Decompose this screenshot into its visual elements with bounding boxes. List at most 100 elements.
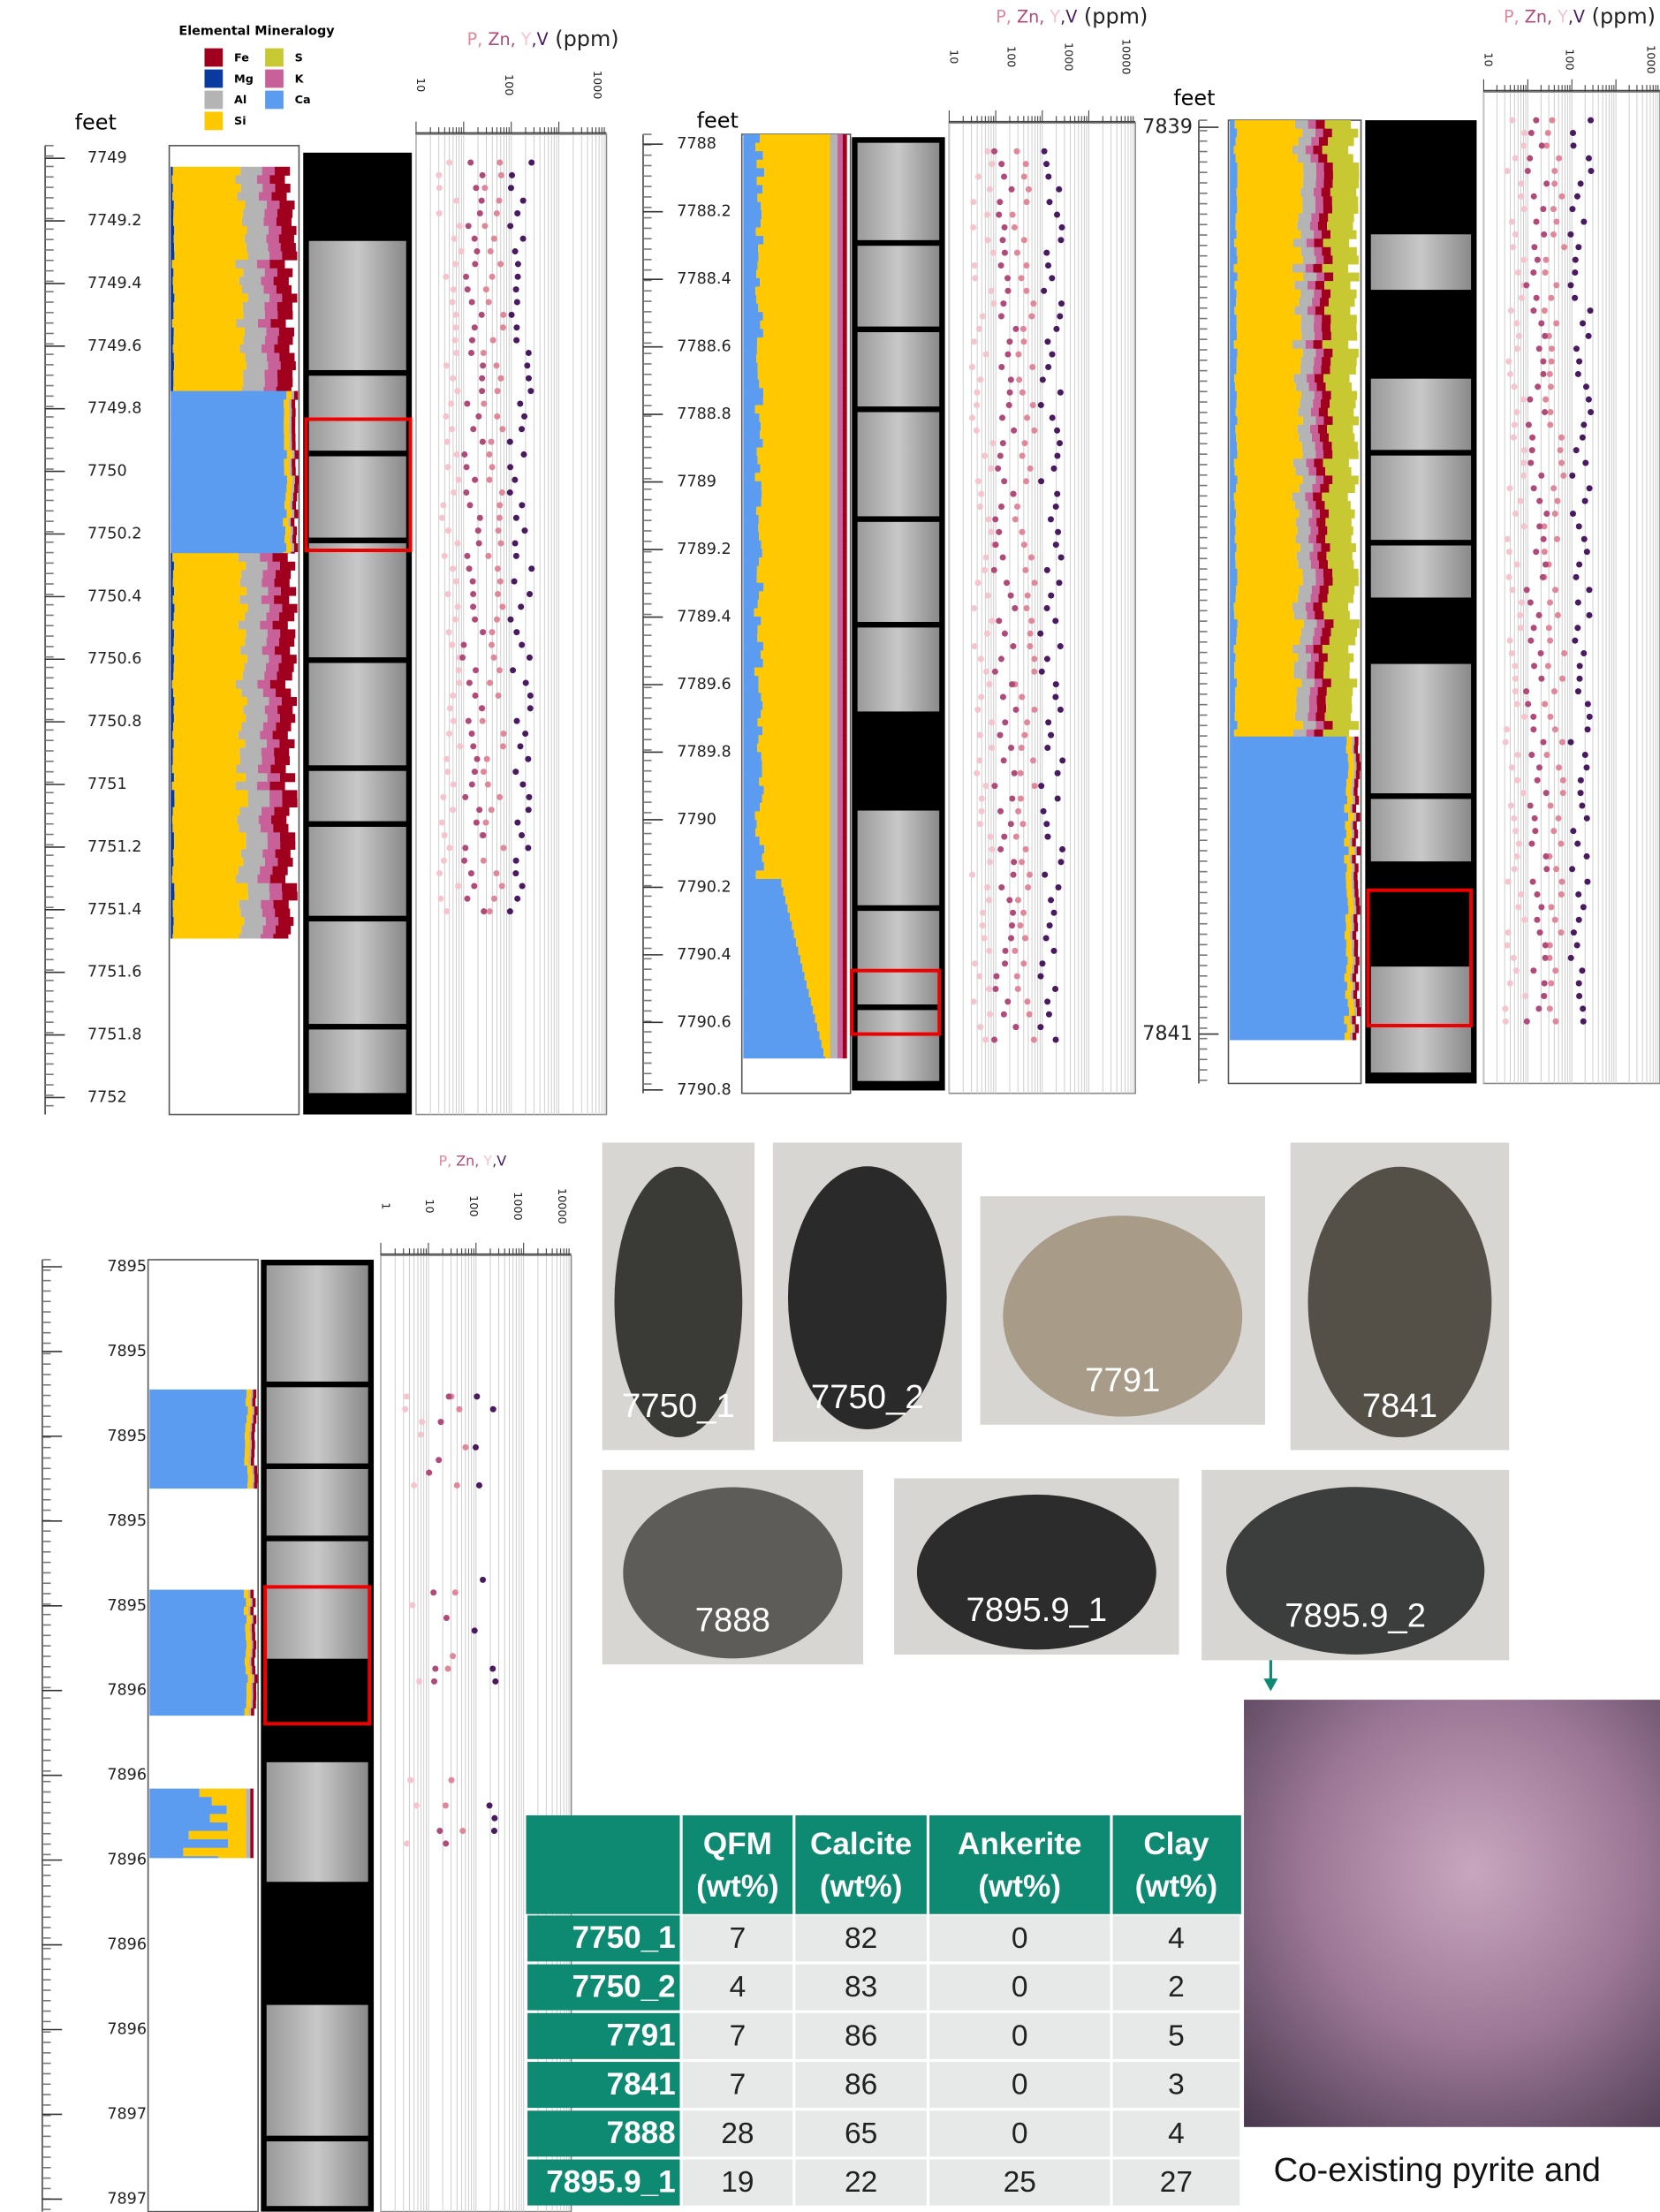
mineral-band xyxy=(760,430,830,439)
point xyxy=(436,210,443,216)
mineral-band xyxy=(784,888,830,897)
point xyxy=(1561,244,1567,250)
mineral-band xyxy=(762,541,830,549)
mineral-band xyxy=(843,1040,847,1049)
point xyxy=(1056,186,1062,193)
mineral-band xyxy=(743,473,754,481)
mineral-band xyxy=(268,841,280,850)
mineral-band xyxy=(830,853,838,862)
mineral-band xyxy=(1230,1033,1345,1040)
point xyxy=(1551,180,1558,186)
mineral-band xyxy=(149,1848,183,1857)
mineral-band xyxy=(802,964,830,973)
point xyxy=(1555,612,1561,618)
point xyxy=(474,820,480,826)
point xyxy=(1570,511,1576,517)
mineral-band xyxy=(1230,188,1237,197)
mineral-band xyxy=(1315,205,1323,214)
mineral-band xyxy=(1315,628,1323,637)
point xyxy=(514,896,520,902)
point xyxy=(1550,485,1557,491)
mineral-band xyxy=(743,820,756,829)
mineral-band xyxy=(838,709,843,718)
point xyxy=(976,326,982,332)
mineral-band xyxy=(1315,662,1323,670)
point xyxy=(991,783,997,789)
mineral-band xyxy=(1350,1033,1353,1040)
mineral-band xyxy=(246,1700,251,1708)
mineral-band xyxy=(1235,713,1295,722)
mineral-band xyxy=(277,336,292,345)
mineral-band xyxy=(1297,222,1310,231)
mineral-band xyxy=(1230,1024,1347,1033)
mineral-band xyxy=(253,1683,256,1692)
point xyxy=(468,350,474,356)
mineral-band xyxy=(838,981,843,989)
point xyxy=(495,565,501,572)
point xyxy=(982,453,988,459)
mineral-band xyxy=(838,456,843,465)
mineral-band xyxy=(267,638,279,647)
point xyxy=(1505,359,1512,365)
mineral-band xyxy=(280,629,295,638)
mineral-band xyxy=(1350,822,1353,830)
mineral-band xyxy=(843,278,847,287)
mineral-band xyxy=(171,442,284,451)
mineral-band xyxy=(1349,761,1354,770)
mineral-band xyxy=(758,363,830,372)
mineral-band xyxy=(243,671,264,680)
point xyxy=(986,986,992,992)
mineral-band xyxy=(1315,307,1324,315)
mineral-band xyxy=(1230,948,1346,957)
mineral-band xyxy=(843,269,847,278)
mineral-band xyxy=(269,782,284,791)
mineral-band xyxy=(757,447,830,456)
mineral-band xyxy=(292,408,295,417)
mineral-band xyxy=(173,302,243,311)
mineral-band xyxy=(294,510,298,519)
mineral-band xyxy=(241,926,262,935)
point xyxy=(983,352,989,358)
mineral-band xyxy=(1353,1024,1355,1033)
point xyxy=(521,413,527,420)
mineral-band xyxy=(1353,787,1357,796)
table-value: 0 xyxy=(1012,2117,1028,2150)
mineral-band xyxy=(1314,247,1322,256)
mineral-band xyxy=(830,929,838,938)
mineral-band xyxy=(1348,813,1353,822)
point xyxy=(1580,421,1587,428)
table-value: 28 xyxy=(721,2117,754,2150)
point xyxy=(1037,631,1043,637)
mineral-band xyxy=(171,647,173,655)
mineral-band xyxy=(171,570,173,579)
mineral-band xyxy=(838,193,843,202)
mineral-band xyxy=(1309,704,1317,713)
mineral-band xyxy=(200,1789,246,1798)
mineral-band xyxy=(843,456,847,465)
mineral-band xyxy=(743,312,762,321)
mineral-band xyxy=(1316,383,1325,391)
point xyxy=(1053,542,1059,548)
mineral-band xyxy=(1350,973,1353,982)
mineral-band xyxy=(1298,594,1311,602)
mineral-band xyxy=(838,489,843,498)
mineral-band xyxy=(843,913,847,921)
mineral-band xyxy=(838,507,843,516)
table-value: 65 xyxy=(845,2117,877,2150)
scale-label: 1000 xyxy=(590,71,603,100)
mineral-band xyxy=(1292,264,1306,273)
scale-label: 10 xyxy=(422,1199,436,1213)
mineral-band xyxy=(1292,146,1306,155)
mineral-band xyxy=(172,260,236,269)
mineral-band xyxy=(237,319,258,328)
mineral-band xyxy=(1315,374,1323,383)
point xyxy=(450,375,456,382)
mineral-band xyxy=(830,1014,838,1023)
mineral-band xyxy=(171,858,173,867)
mineral-band xyxy=(1318,222,1327,231)
mineral-band xyxy=(263,285,276,294)
point xyxy=(1045,719,1051,725)
scale-label: 10 xyxy=(947,49,960,64)
mineral-band xyxy=(1345,838,1350,847)
point xyxy=(992,669,998,675)
